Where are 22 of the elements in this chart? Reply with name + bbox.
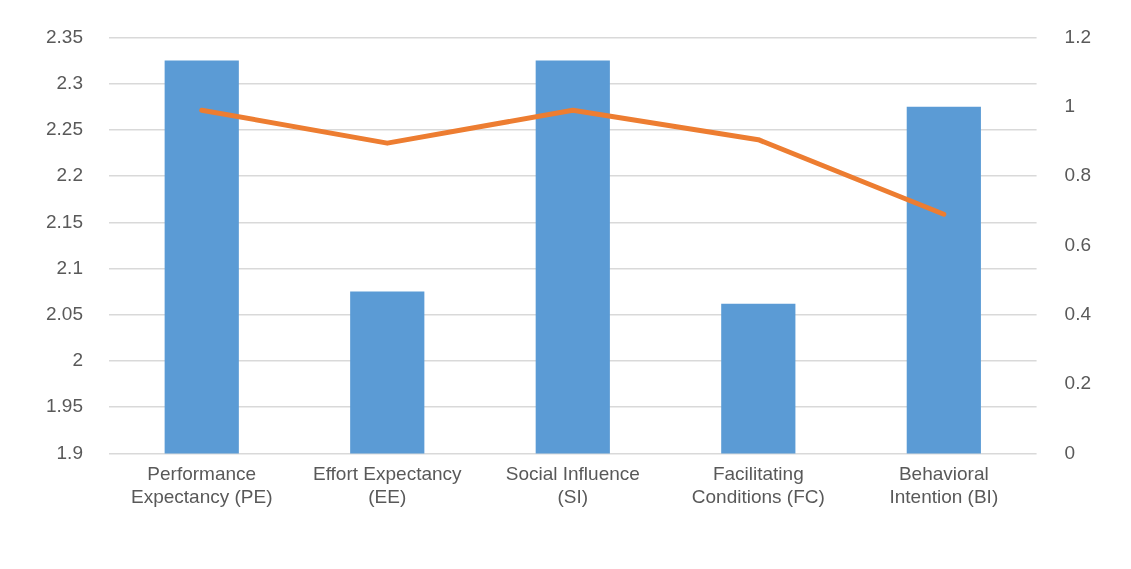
y2-tick-label: 1.2 <box>1064 25 1092 47</box>
y2-tick-label: 0.4 <box>1064 302 1092 324</box>
y-tick-label: 2.3 <box>56 71 83 93</box>
y-tick-label: 2.05 <box>46 302 83 324</box>
y2-tick-label: 1 <box>1064 94 1076 116</box>
x-tick-label: Social Influence (SI) <box>505 463 640 507</box>
x-tick-label: Behavioral Intention (BI) <box>889 463 999 507</box>
y-tick-label: 2 <box>72 349 83 371</box>
y-tick-label: 2.25 <box>46 118 83 140</box>
x-tick-label: Facilitating Conditions (FC) <box>691 463 825 507</box>
x-tick-label: Performance Expectancy (PE) <box>130 463 273 507</box>
y-tick-label: 1.95 <box>46 395 83 417</box>
y-tick-label: 2.35 <box>46 25 83 47</box>
y2-tick-label: 0.8 <box>1064 164 1092 186</box>
y-tick-label: 1.9 <box>56 441 83 463</box>
x-tick-label: Effort Expectancy (EE) <box>312 463 463 507</box>
y-tick-label: 2.1 <box>56 256 83 278</box>
y2-tick-label: 0 <box>1064 441 1076 463</box>
y2-tick-label: 0.6 <box>1064 233 1092 255</box>
y2-tick-label: 0.2 <box>1064 372 1092 394</box>
y-tick-label: 2.2 <box>56 164 83 186</box>
y-tick-label: 2.15 <box>46 210 83 232</box>
